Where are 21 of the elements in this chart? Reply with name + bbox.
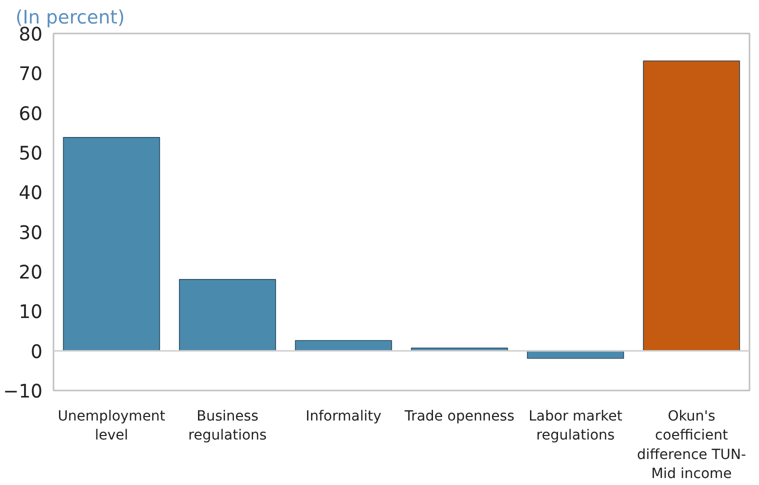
y-tick-label: 20 bbox=[18, 262, 43, 284]
y-tick-label: 80 bbox=[18, 24, 43, 46]
x-tick-label: Okun's coefficient difference TUN-Mid income bbox=[636, 408, 746, 482]
y-tick-label: 10 bbox=[18, 302, 43, 324]
y-tick-label: 60 bbox=[18, 104, 43, 125]
x-tick-label: Labor market regulations bbox=[528, 408, 623, 444]
x-tick-label: Informality bbox=[306, 408, 382, 424]
x-tick-label: Business regulations bbox=[188, 408, 267, 444]
y-tick-label: −10 bbox=[3, 382, 43, 402]
y-tick-label: 30 bbox=[18, 222, 43, 244]
x-tick-label: Unemployment level bbox=[58, 408, 166, 444]
y-tick-label: 40 bbox=[18, 183, 43, 204]
y-tick-label: 0 bbox=[30, 342, 43, 363]
x-tick-label: Trade openness bbox=[404, 408, 514, 424]
bar bbox=[294, 340, 392, 352]
y-tick-label: 50 bbox=[18, 144, 43, 164]
bar bbox=[62, 137, 160, 352]
bar bbox=[178, 279, 276, 352]
bar bbox=[642, 60, 740, 352]
y-tick-label: 70 bbox=[18, 64, 43, 86]
bar bbox=[526, 350, 624, 359]
